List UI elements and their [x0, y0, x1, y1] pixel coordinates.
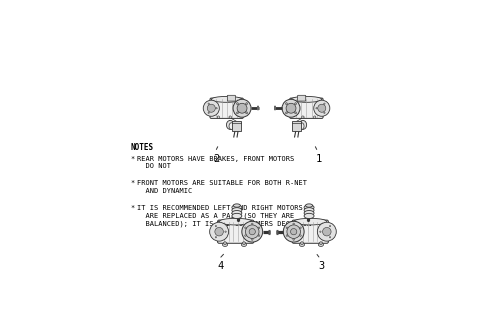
Circle shape	[294, 112, 296, 114]
FancyBboxPatch shape	[218, 220, 254, 243]
Ellipse shape	[219, 218, 252, 225]
Ellipse shape	[306, 204, 312, 207]
Circle shape	[217, 116, 220, 118]
Circle shape	[287, 225, 300, 238]
Ellipse shape	[234, 204, 240, 207]
Circle shape	[318, 104, 326, 112]
Ellipse shape	[318, 243, 324, 246]
Ellipse shape	[291, 97, 322, 102]
Circle shape	[215, 236, 216, 238]
Ellipse shape	[304, 205, 314, 210]
Circle shape	[246, 112, 248, 114]
Ellipse shape	[232, 213, 242, 218]
Circle shape	[244, 227, 246, 228]
Ellipse shape	[232, 210, 242, 216]
Circle shape	[286, 103, 288, 105]
Ellipse shape	[304, 210, 314, 216]
Text: 4: 4	[217, 261, 224, 271]
Ellipse shape	[300, 123, 304, 129]
Circle shape	[300, 242, 304, 244]
Circle shape	[252, 239, 253, 240]
Circle shape	[236, 112, 238, 114]
FancyBboxPatch shape	[290, 98, 323, 118]
Circle shape	[286, 103, 296, 113]
Circle shape	[208, 103, 210, 105]
Circle shape	[324, 103, 325, 105]
Circle shape	[316, 108, 318, 109]
Text: 3: 3	[318, 261, 325, 271]
Circle shape	[290, 228, 297, 235]
Circle shape	[320, 242, 322, 244]
Ellipse shape	[304, 208, 314, 213]
Circle shape	[314, 100, 330, 116]
Circle shape	[322, 227, 331, 236]
Text: *: *	[130, 156, 134, 162]
Text: 2: 2	[214, 154, 220, 164]
FancyBboxPatch shape	[298, 95, 306, 101]
Circle shape	[286, 227, 288, 228]
Circle shape	[244, 235, 246, 236]
FancyBboxPatch shape	[228, 95, 235, 101]
Circle shape	[286, 112, 288, 114]
Circle shape	[258, 235, 260, 236]
Text: REAR MOTORS HAVE BRAKES, FRONT MOTORS
  DO NOT: REAR MOTORS HAVE BRAKES, FRONT MOTORS DO…	[136, 156, 294, 169]
Ellipse shape	[304, 213, 314, 218]
Text: 1: 1	[316, 154, 322, 164]
Circle shape	[246, 225, 259, 238]
Ellipse shape	[294, 218, 327, 225]
Circle shape	[225, 231, 226, 232]
Ellipse shape	[232, 205, 242, 210]
Circle shape	[302, 116, 304, 118]
Text: *: *	[130, 205, 134, 211]
Text: NOTES: NOTES	[130, 143, 154, 152]
FancyBboxPatch shape	[232, 121, 240, 131]
Ellipse shape	[222, 243, 228, 246]
Circle shape	[252, 223, 253, 225]
Circle shape	[300, 235, 302, 236]
Circle shape	[215, 227, 224, 236]
Circle shape	[314, 116, 316, 118]
Circle shape	[318, 222, 336, 241]
Circle shape	[246, 103, 248, 105]
Circle shape	[236, 103, 238, 105]
Circle shape	[242, 221, 262, 242]
Circle shape	[320, 231, 321, 232]
Circle shape	[224, 242, 226, 244]
Ellipse shape	[232, 208, 242, 213]
Circle shape	[242, 242, 246, 244]
Circle shape	[210, 222, 229, 241]
Ellipse shape	[229, 123, 234, 129]
Ellipse shape	[212, 97, 242, 102]
Ellipse shape	[299, 121, 306, 129]
Ellipse shape	[242, 243, 246, 246]
Circle shape	[258, 227, 260, 228]
Circle shape	[284, 221, 304, 242]
Circle shape	[293, 223, 294, 225]
Text: FRONT MOTORS ARE SUITABLE FOR BOTH R-NET
  AND DYNAMIC: FRONT MOTORS ARE SUITABLE FOR BOTH R-NET…	[136, 180, 306, 194]
Circle shape	[229, 116, 232, 118]
Circle shape	[293, 239, 294, 240]
FancyBboxPatch shape	[292, 121, 302, 131]
FancyBboxPatch shape	[210, 98, 244, 118]
FancyBboxPatch shape	[292, 220, 329, 243]
Circle shape	[300, 227, 302, 228]
Text: IT IS RECOMMENDED LEFT AND RIGHT MOTORS
  ARE REPLACED AS A PAIR (SO THEY ARE
  : IT IS RECOMMENDED LEFT AND RIGHT MOTORS …	[136, 205, 311, 227]
Circle shape	[286, 235, 288, 236]
Circle shape	[204, 100, 220, 116]
Circle shape	[208, 104, 216, 112]
Circle shape	[324, 112, 325, 114]
Circle shape	[233, 99, 251, 117]
Circle shape	[215, 225, 216, 227]
Circle shape	[216, 108, 217, 109]
Ellipse shape	[300, 243, 304, 246]
Circle shape	[249, 228, 256, 235]
Circle shape	[208, 112, 210, 114]
Circle shape	[282, 99, 300, 117]
Circle shape	[294, 103, 296, 105]
Text: *: *	[130, 180, 134, 186]
Ellipse shape	[226, 121, 234, 129]
Circle shape	[237, 103, 247, 113]
